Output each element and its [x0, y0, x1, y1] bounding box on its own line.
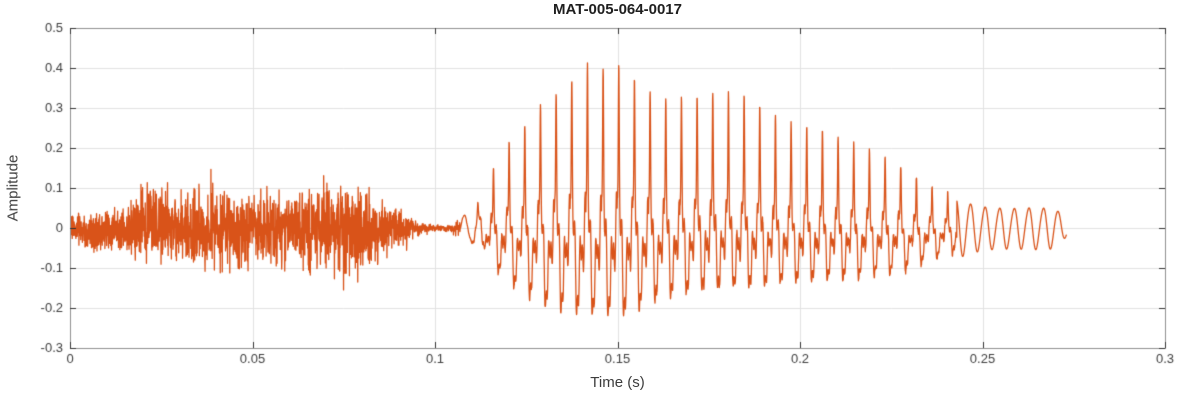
- chart-title: MAT-005-064-0017: [553, 1, 682, 18]
- x-axis-label: Time (s): [590, 374, 645, 391]
- y-axis-label: Amplitude: [4, 154, 22, 222]
